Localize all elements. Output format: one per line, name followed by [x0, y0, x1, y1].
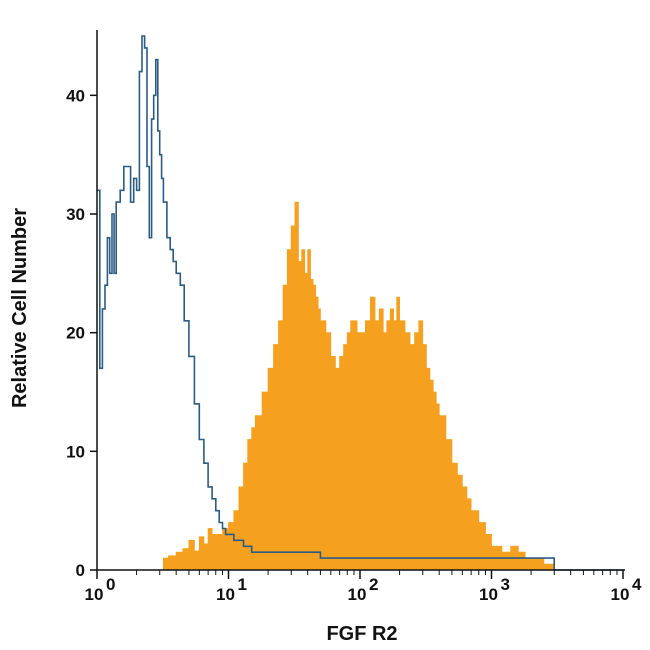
outline-histogram-series: [97, 35, 623, 571]
x-tick-label: 10: [348, 585, 367, 604]
x-tick-label: 10: [611, 585, 630, 604]
y-tick-label: 20: [66, 324, 85, 343]
x-tick-exponent: 0: [106, 575, 115, 594]
x-tick-exponent: 3: [501, 575, 510, 594]
y-tick-label: 0: [76, 561, 85, 580]
y-tick-label: 30: [66, 205, 85, 224]
x-tick-exponent: 1: [238, 575, 247, 594]
x-tick-label: 10: [479, 585, 498, 604]
x-axis-label: FGF R2: [326, 623, 397, 645]
x-tick-label: 10: [216, 585, 235, 604]
y-axis-label: Relative Cell Number: [9, 208, 31, 408]
y-tick-label: 40: [66, 86, 85, 105]
x-tick-exponent: 2: [369, 575, 378, 594]
x-tick-label: 10: [85, 585, 104, 604]
filled-histogram-series: [163, 201, 555, 571]
y-tick-label: 10: [66, 442, 85, 461]
x-tick-exponent: 4: [632, 575, 642, 594]
